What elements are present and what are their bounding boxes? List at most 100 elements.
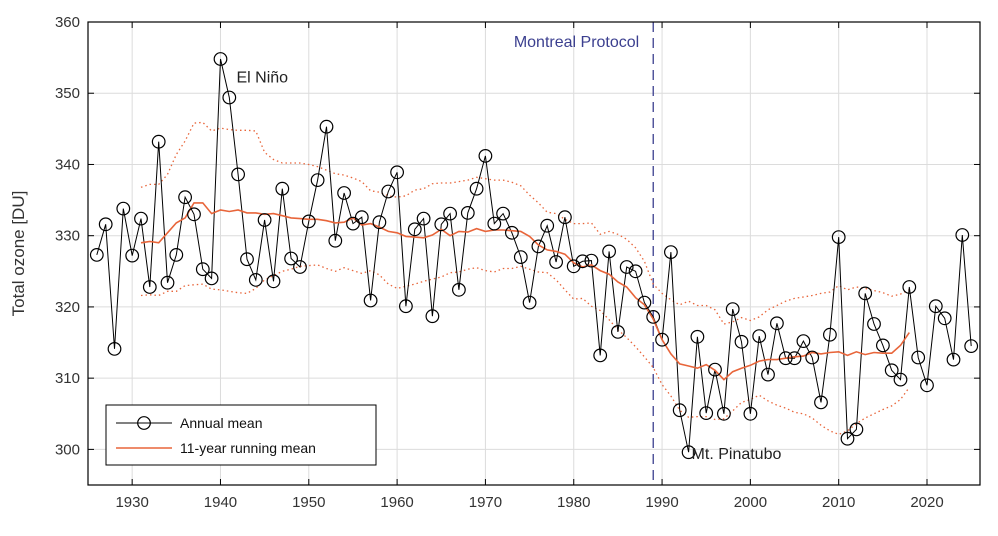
data-point-annual-mean <box>434 217 449 232</box>
data-point-annual-mean <box>284 251 299 266</box>
data-point-annual-mean <box>840 431 855 446</box>
running-mean-upper-bound <box>140 121 910 325</box>
legend-label-running-mean: 11-year running mean <box>180 440 316 456</box>
data-point-annual-mean <box>372 215 387 230</box>
x-tick-label: 1990 <box>645 494 678 511</box>
data-point-annual-mean <box>469 181 484 196</box>
data-point-annual-mean <box>743 406 758 421</box>
data-point-annual-mean <box>611 325 625 339</box>
data-point-annual-mean <box>566 259 581 274</box>
data-point-annual-mean <box>381 184 396 199</box>
data-point-annual-mean <box>187 207 201 222</box>
data-point-annual-mean <box>770 316 784 331</box>
data-point-annual-mean <box>664 245 678 260</box>
annotation-montreal-protocol: Montreal Protocol <box>514 34 639 51</box>
data-point-annual-mean <box>169 247 184 262</box>
y-tick-label: 360 <box>55 14 80 31</box>
data-point-annual-mean <box>204 271 219 286</box>
data-point-annual-mean <box>787 351 802 366</box>
data-point-annual-mean <box>805 350 820 365</box>
data-point-annual-mean <box>399 299 413 314</box>
x-tick-label: 1980 <box>557 494 590 511</box>
data-point-annual-mean <box>354 210 369 225</box>
data-point-annual-mean <box>725 302 740 317</box>
data-point-annual-mean <box>584 253 599 268</box>
data-point-annual-mean <box>390 165 405 180</box>
data-point-annual-mean <box>301 214 316 229</box>
series-running-mean-line <box>140 202 910 381</box>
x-tick-label: 2000 <box>734 494 767 511</box>
x-tick-label: 2010 <box>822 494 855 511</box>
data-point-annual-mean <box>240 252 254 267</box>
data-point-annual-mean <box>363 293 378 308</box>
data-point-annual-mean <box>487 216 502 231</box>
data-point-annual-mean <box>513 250 528 265</box>
data-point-annual-mean <box>310 173 325 188</box>
y-tick-label: 340 <box>55 156 80 173</box>
data-point-annual-mean <box>178 190 193 205</box>
data-point-annual-mean <box>257 213 272 227</box>
data-point-annual-mean <box>160 275 175 290</box>
data-point-annual-mean <box>867 317 881 331</box>
data-point-annual-mean <box>125 248 140 263</box>
data-point-annual-mean <box>593 348 608 363</box>
data-point-annual-mean <box>151 134 166 149</box>
data-point-annual-mean <box>796 334 811 349</box>
y-axis-label: Total ozone [DU] <box>9 191 28 317</box>
data-point-annual-mean <box>319 119 334 134</box>
data-point-annual-mean <box>266 274 281 289</box>
data-point-annual-mean <box>540 218 555 233</box>
data-point-annual-mean <box>734 334 749 349</box>
data-point-annual-mean <box>778 351 793 366</box>
legend-box <box>105 404 377 466</box>
data-point-annual-mean <box>876 338 890 353</box>
data-point-annual-mean <box>407 222 422 237</box>
data-point-annual-mean <box>831 230 846 245</box>
data-point-annual-mean <box>902 280 917 294</box>
data-point-annual-mean <box>496 206 511 221</box>
data-point-annual-mean <box>195 262 210 277</box>
data-point-annual-mean <box>248 273 263 287</box>
data-point-annual-mean <box>637 295 652 310</box>
data-point-annual-mean <box>849 422 864 437</box>
data-point-annual-mean <box>142 280 157 294</box>
y-tick-label: 300 <box>55 441 80 458</box>
data-point-annual-mean <box>928 299 943 314</box>
data-point-annual-mean <box>946 352 961 367</box>
data-point-annual-mean <box>681 445 696 460</box>
y-tick-label: 350 <box>55 85 80 102</box>
data-point-annual-mean <box>222 90 237 105</box>
x-tick-label: 2020 <box>910 494 943 511</box>
x-tick-label: 1940 <box>204 494 237 511</box>
data-point-annual-mean <box>275 181 290 196</box>
data-point-annual-mean <box>425 309 440 324</box>
data-point-annual-mean <box>337 186 352 200</box>
data-point-annual-mean <box>116 201 131 216</box>
data-point-annual-mean <box>107 342 122 356</box>
data-point-annual-mean <box>699 406 714 421</box>
data-point-annual-mean <box>884 363 899 378</box>
legend: Annual mean 11-year running mean <box>105 404 377 466</box>
data-point-annual-mean <box>920 378 934 393</box>
data-point-annual-mean <box>213 52 228 66</box>
data-point-annual-mean <box>814 395 828 410</box>
y-tick-label: 310 <box>55 370 80 387</box>
data-point-annual-mean <box>478 148 493 163</box>
annotation-mt-pinatubo: Mt. Pinatubo <box>692 446 782 463</box>
data-point-annual-mean <box>752 329 767 344</box>
data-point-annual-mean <box>231 167 246 182</box>
data-point-annual-mean <box>134 211 148 226</box>
data-point-annual-mean <box>761 367 775 382</box>
data-point-annual-mean <box>558 210 572 225</box>
data-point-annual-mean <box>602 244 616 259</box>
data-point-annual-mean <box>416 211 431 226</box>
data-point-annual-mean <box>858 286 873 301</box>
data-point-annual-mean <box>937 311 952 326</box>
data-point-annual-mean <box>672 403 687 418</box>
data-point-annual-mean <box>690 329 705 344</box>
data-point-annual-mean <box>823 327 837 342</box>
plot-frame <box>87 21 981 486</box>
annotation-el-nino: El Niño <box>236 70 288 87</box>
y-tick-label: 320 <box>55 299 80 316</box>
